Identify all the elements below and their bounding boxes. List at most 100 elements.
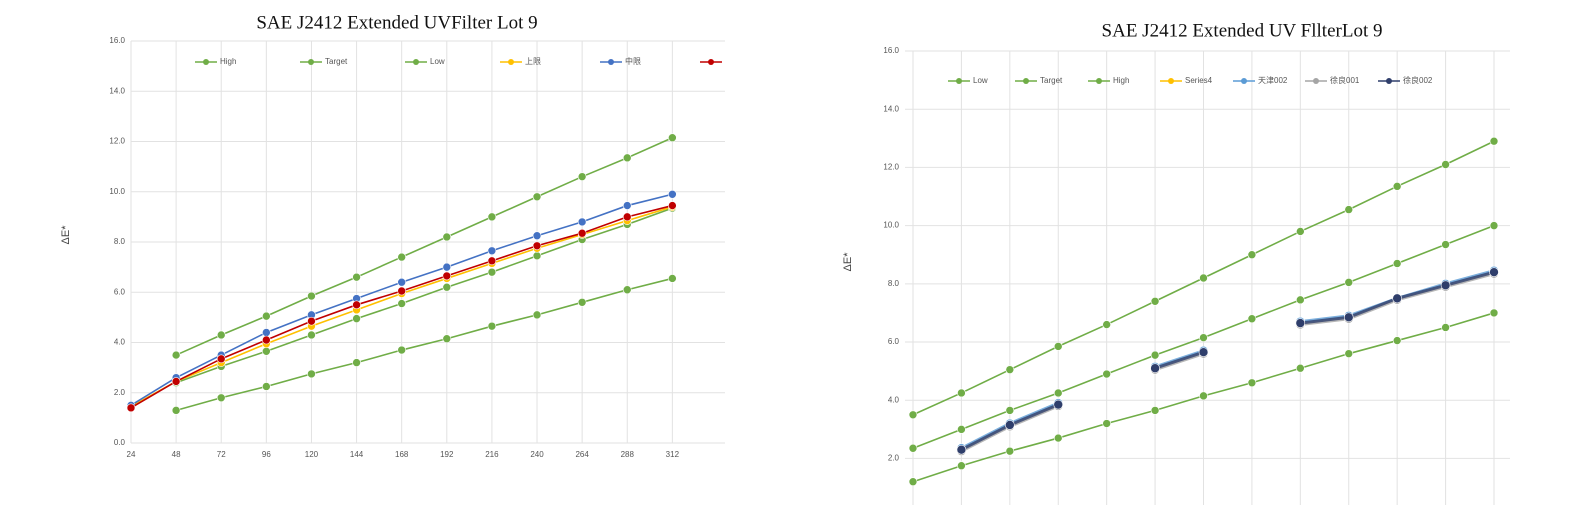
- data-point: [171, 350, 181, 360]
- x-tick-label: 288: [621, 450, 635, 459]
- legend-label: Target: [1040, 76, 1063, 85]
- data-point: [397, 286, 406, 296]
- y-tick-label: 8.0: [888, 279, 900, 288]
- data-point: [307, 369, 316, 379]
- data-point: [532, 241, 542, 251]
- data-point: [532, 251, 542, 261]
- data-point: [1247, 314, 1257, 324]
- data-point: [1344, 278, 1354, 287]
- data-point: [1199, 391, 1208, 401]
- data-point: [1296, 363, 1305, 373]
- data-point: [956, 444, 967, 455]
- data-point: [1150, 350, 1160, 360]
- data-point: [1489, 308, 1499, 318]
- series-line: [175, 277, 673, 412]
- y-tick-label: 6.0: [888, 337, 900, 346]
- legend-marker: [1386, 78, 1392, 84]
- data-point: [1392, 259, 1402, 268]
- x-tick-label: 96: [262, 450, 271, 459]
- y-tick-label: 16.0: [883, 46, 899, 55]
- data-point: [1005, 446, 1015, 456]
- data-point: [577, 217, 587, 227]
- data-point: [1392, 182, 1402, 191]
- data-point: [352, 272, 361, 282]
- x-tick-label: 264: [575, 450, 589, 459]
- data-point: [532, 231, 542, 241]
- x-tick-label: 72: [217, 450, 226, 459]
- data-point: [171, 377, 181, 386]
- data-point: [577, 297, 587, 307]
- data-point: [442, 262, 452, 272]
- chart-title: SAE J2412 Extended UV FllterLot 9: [1102, 20, 1383, 41]
- legend-marker: [1096, 78, 1102, 84]
- data-point: [622, 201, 632, 210]
- legend-marker: [956, 78, 962, 84]
- data-point: [397, 345, 406, 355]
- data-point: [1102, 419, 1111, 428]
- data-point: [1199, 273, 1208, 283]
- legend-label: 徐良002: [1403, 75, 1433, 85]
- data-point: [126, 403, 136, 413]
- data-point: [1150, 406, 1160, 415]
- y-tick-label: 4.0: [114, 338, 126, 347]
- y-tick-label: 6.0: [114, 287, 126, 296]
- data-point: [397, 277, 406, 287]
- legend-label: High: [1113, 76, 1129, 85]
- legend-label: 徐良001: [1330, 75, 1360, 85]
- y-tick-label: 0.0: [114, 438, 126, 447]
- x-tick-label: 144: [350, 450, 364, 459]
- data-point: [307, 316, 316, 326]
- data-point: [1199, 333, 1208, 342]
- data-point: [216, 393, 226, 403]
- data-point: [397, 299, 406, 308]
- y-tick-label: 14.0: [109, 86, 125, 95]
- data-point: [1296, 295, 1305, 305]
- data-point: [668, 133, 677, 143]
- data-point: [262, 311, 271, 321]
- data-point: [216, 354, 226, 364]
- data-point: [957, 425, 966, 434]
- data-point: [1343, 312, 1354, 323]
- legend-marker: [608, 59, 614, 65]
- y-axis-label: ΔE*: [60, 225, 72, 245]
- data-point: [1296, 227, 1305, 236]
- data-point: [1102, 369, 1111, 379]
- legend-marker: [708, 59, 714, 65]
- data-point: [487, 246, 497, 256]
- data-point: [957, 388, 966, 398]
- y-tick-label: 16.0: [109, 36, 125, 45]
- data-point: [1392, 336, 1402, 345]
- data-point: [307, 330, 316, 340]
- data-point: [1005, 420, 1015, 430]
- y-tick-label: 2.0: [888, 454, 900, 463]
- data-point: [442, 271, 452, 281]
- data-point: [262, 346, 271, 356]
- data-point: [1247, 378, 1257, 388]
- series-line: [175, 137, 673, 356]
- legend-marker: [1241, 78, 1247, 84]
- data-point: [487, 267, 497, 277]
- data-point: [442, 282, 452, 292]
- data-point: [352, 358, 361, 367]
- data-point: [487, 212, 497, 222]
- data-point: [262, 328, 271, 337]
- data-point: [442, 334, 452, 344]
- data-point: [622, 285, 632, 295]
- data-point: [307, 291, 316, 301]
- series-line: [175, 207, 673, 384]
- x-tick-label: 240: [530, 450, 544, 459]
- data-point: [1102, 320, 1111, 329]
- data-point: [1053, 342, 1063, 351]
- legend-marker: [1023, 78, 1029, 84]
- data-point: [1053, 388, 1063, 398]
- legend-label: High: [220, 57, 236, 66]
- x-tick-label: 24: [127, 450, 136, 459]
- chart-title: SAE J2412 Extended UVFilter Lot 9: [256, 12, 537, 33]
- y-tick-label: 12.0: [109, 137, 125, 146]
- legend-marker: [508, 59, 514, 65]
- legend-label: Low: [430, 57, 445, 66]
- x-tick-label: 48: [172, 450, 181, 459]
- data-point: [442, 232, 452, 242]
- data-point: [1489, 267, 1499, 277]
